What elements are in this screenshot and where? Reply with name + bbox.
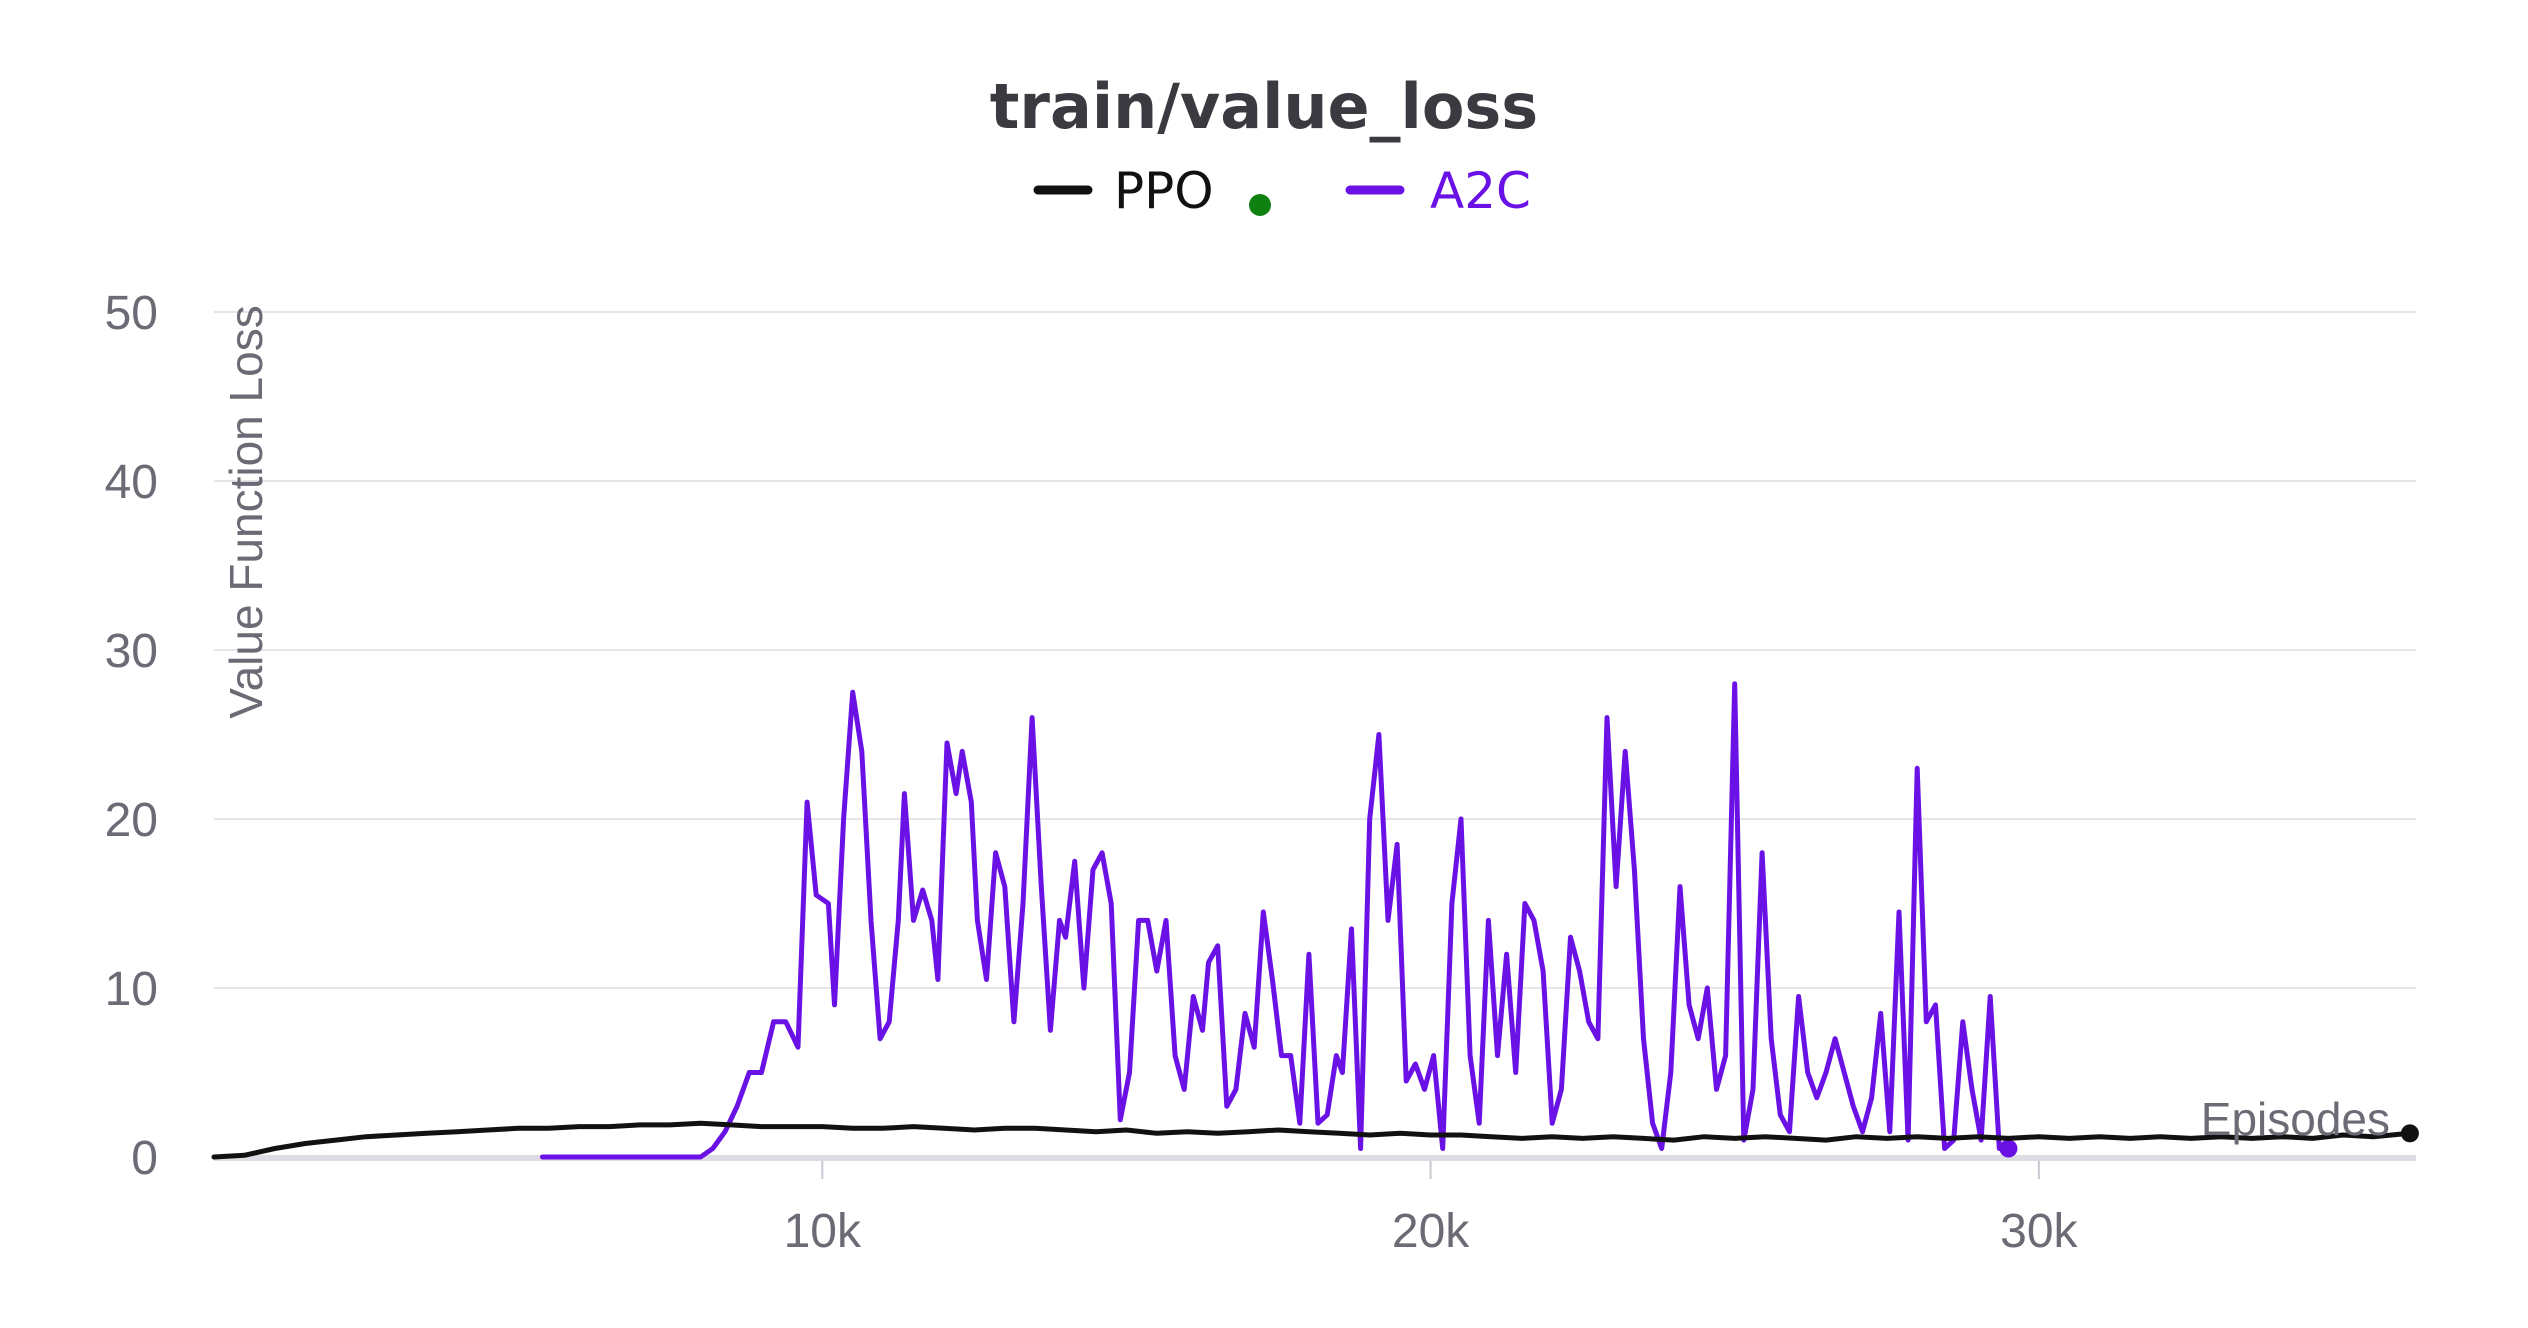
legend-label-ppo: PPO	[1114, 162, 1214, 220]
x-axis: 10k 20k 30k	[784, 1161, 2079, 1258]
y-tick-label-2: 20	[105, 794, 158, 847]
y-tick-label-4: 40	[105, 456, 158, 509]
y-tick-label-5: 50	[105, 287, 158, 340]
series-line-a2c	[540, 681, 2011, 1160]
y-tick-label-0: 0	[131, 1132, 158, 1185]
legend-marker-ppo	[1249, 194, 1271, 216]
legend: PPO A2C	[1033, 162, 1531, 220]
grid	[214, 311, 2416, 1161]
y-axis-label: Value Function Loss	[220, 305, 272, 718]
x-axis-label: Episodes	[2201, 1093, 2390, 1145]
series-end-point-ppo	[2400, 1124, 2419, 1143]
chart-title: train/value_loss	[990, 70, 1538, 143]
x-tick-label-1: 20k	[1392, 1205, 1470, 1258]
plot-area	[211, 681, 2419, 1160]
x-tick-label-2: 30k	[2000, 1205, 2078, 1258]
y-tick-label-1: 10	[105, 963, 158, 1016]
series-end-point-a2c	[1999, 1139, 2018, 1158]
legend-label-a2c: A2C	[1430, 162, 1531, 220]
y-axis: 0 10 20 30 40 50	[105, 287, 158, 1185]
y-tick-label-3: 30	[105, 625, 158, 678]
series-line-ppo	[211, 1120, 2413, 1160]
x-tick-label-0: 10k	[784, 1205, 862, 1258]
